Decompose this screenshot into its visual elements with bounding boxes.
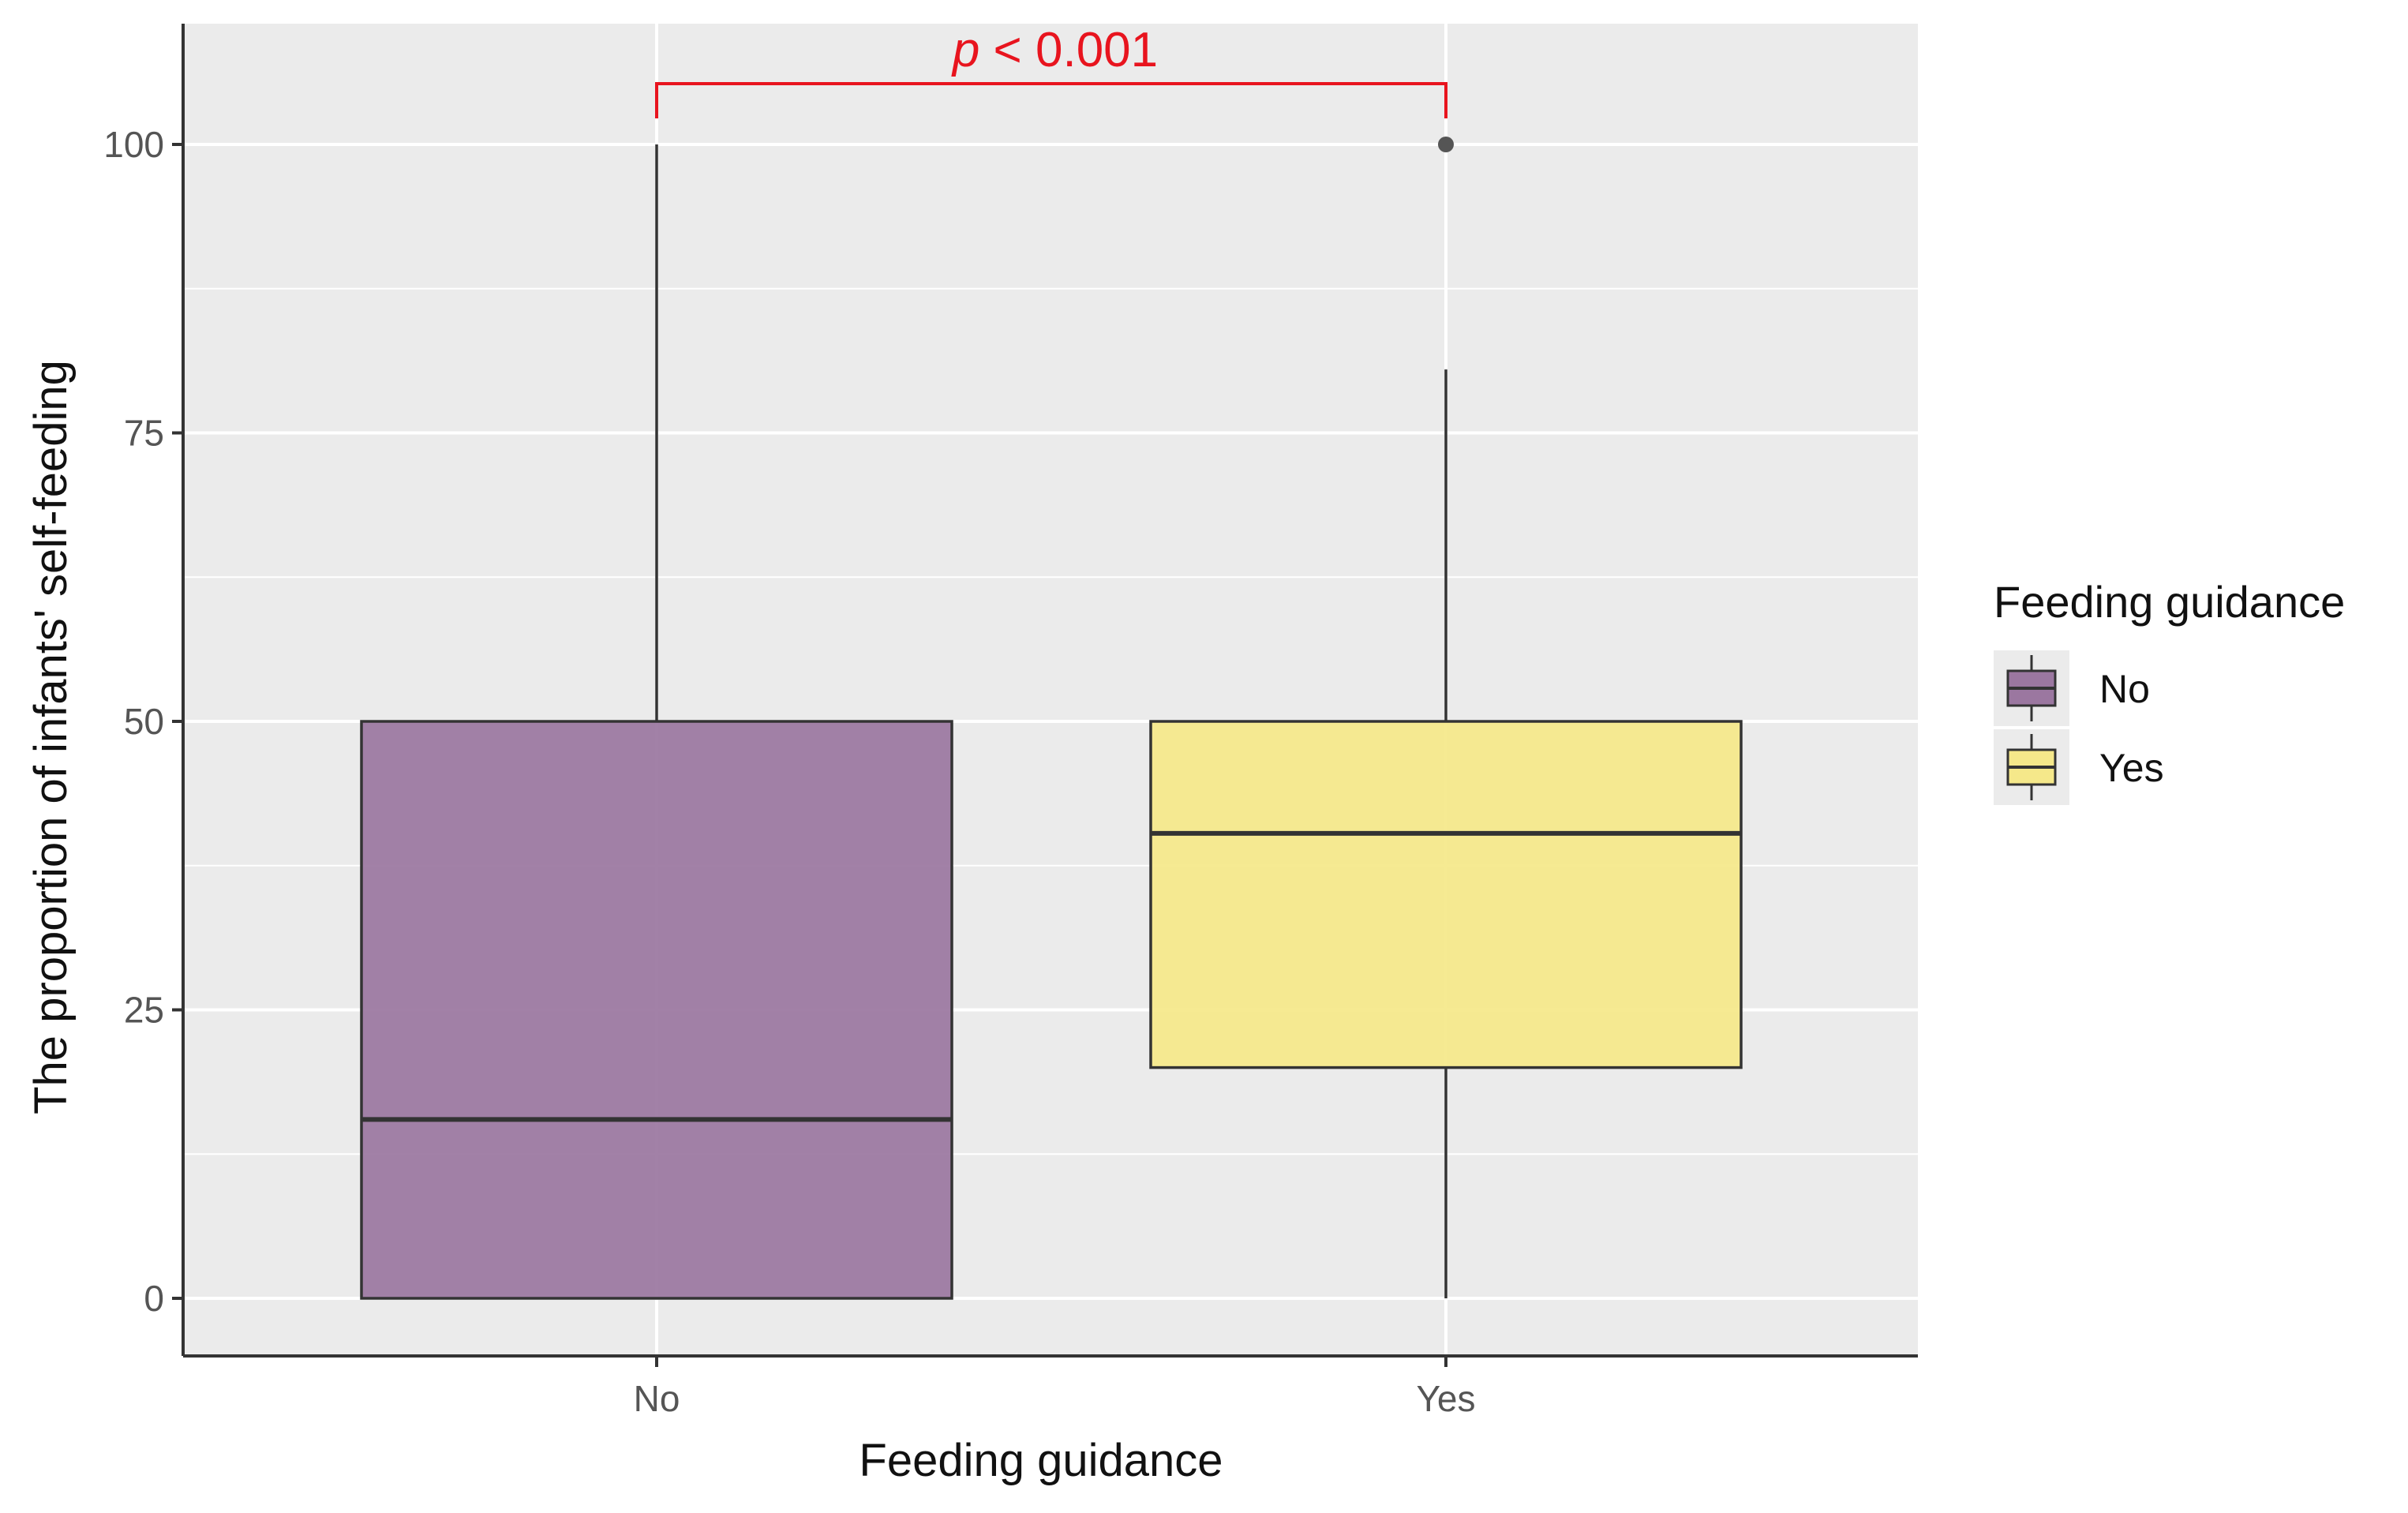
legend-item-yes: Yes — [1994, 729, 2164, 805]
box-no — [360, 144, 953, 1300]
box-yes — [1149, 137, 1743, 1298]
y-tick-label: 0 — [144, 1278, 164, 1319]
y-tick-label: 25 — [124, 990, 164, 1031]
x-axis-title: Feeding guidance — [859, 1435, 1223, 1486]
legend-item-no: No — [1994, 650, 2150, 726]
y-tick-label: 50 — [124, 701, 164, 742]
x-tick-label: No — [634, 1378, 680, 1419]
box-series — [360, 137, 1743, 1300]
significance-value: < 0.001 — [979, 23, 1158, 77]
significance-bracket — [655, 82, 1447, 118]
y-axis-title: The proportion of infants' self-feeding — [25, 360, 77, 1114]
significance-p: p — [951, 23, 979, 77]
significance-label: p < 0.001 — [951, 23, 1158, 77]
legend-label: Yes — [2099, 746, 2164, 790]
outlier-point — [1438, 137, 1454, 152]
x-tick-label: Yes — [1416, 1378, 1475, 1419]
legend: Feeding guidance No Yes — [1994, 577, 2345, 805]
legend-label: No — [2099, 667, 2150, 711]
legend-title: Feeding guidance — [1994, 577, 2345, 627]
y-tick-label: 75 — [124, 413, 164, 454]
box-body — [1149, 720, 1743, 1069]
significance-annotation: p < 0.001 — [655, 23, 1447, 118]
box-body — [360, 720, 953, 1300]
axes: 0 25 50 75 100 No Yes — [103, 24, 1918, 1419]
y-tick-label: 100 — [103, 124, 164, 165]
